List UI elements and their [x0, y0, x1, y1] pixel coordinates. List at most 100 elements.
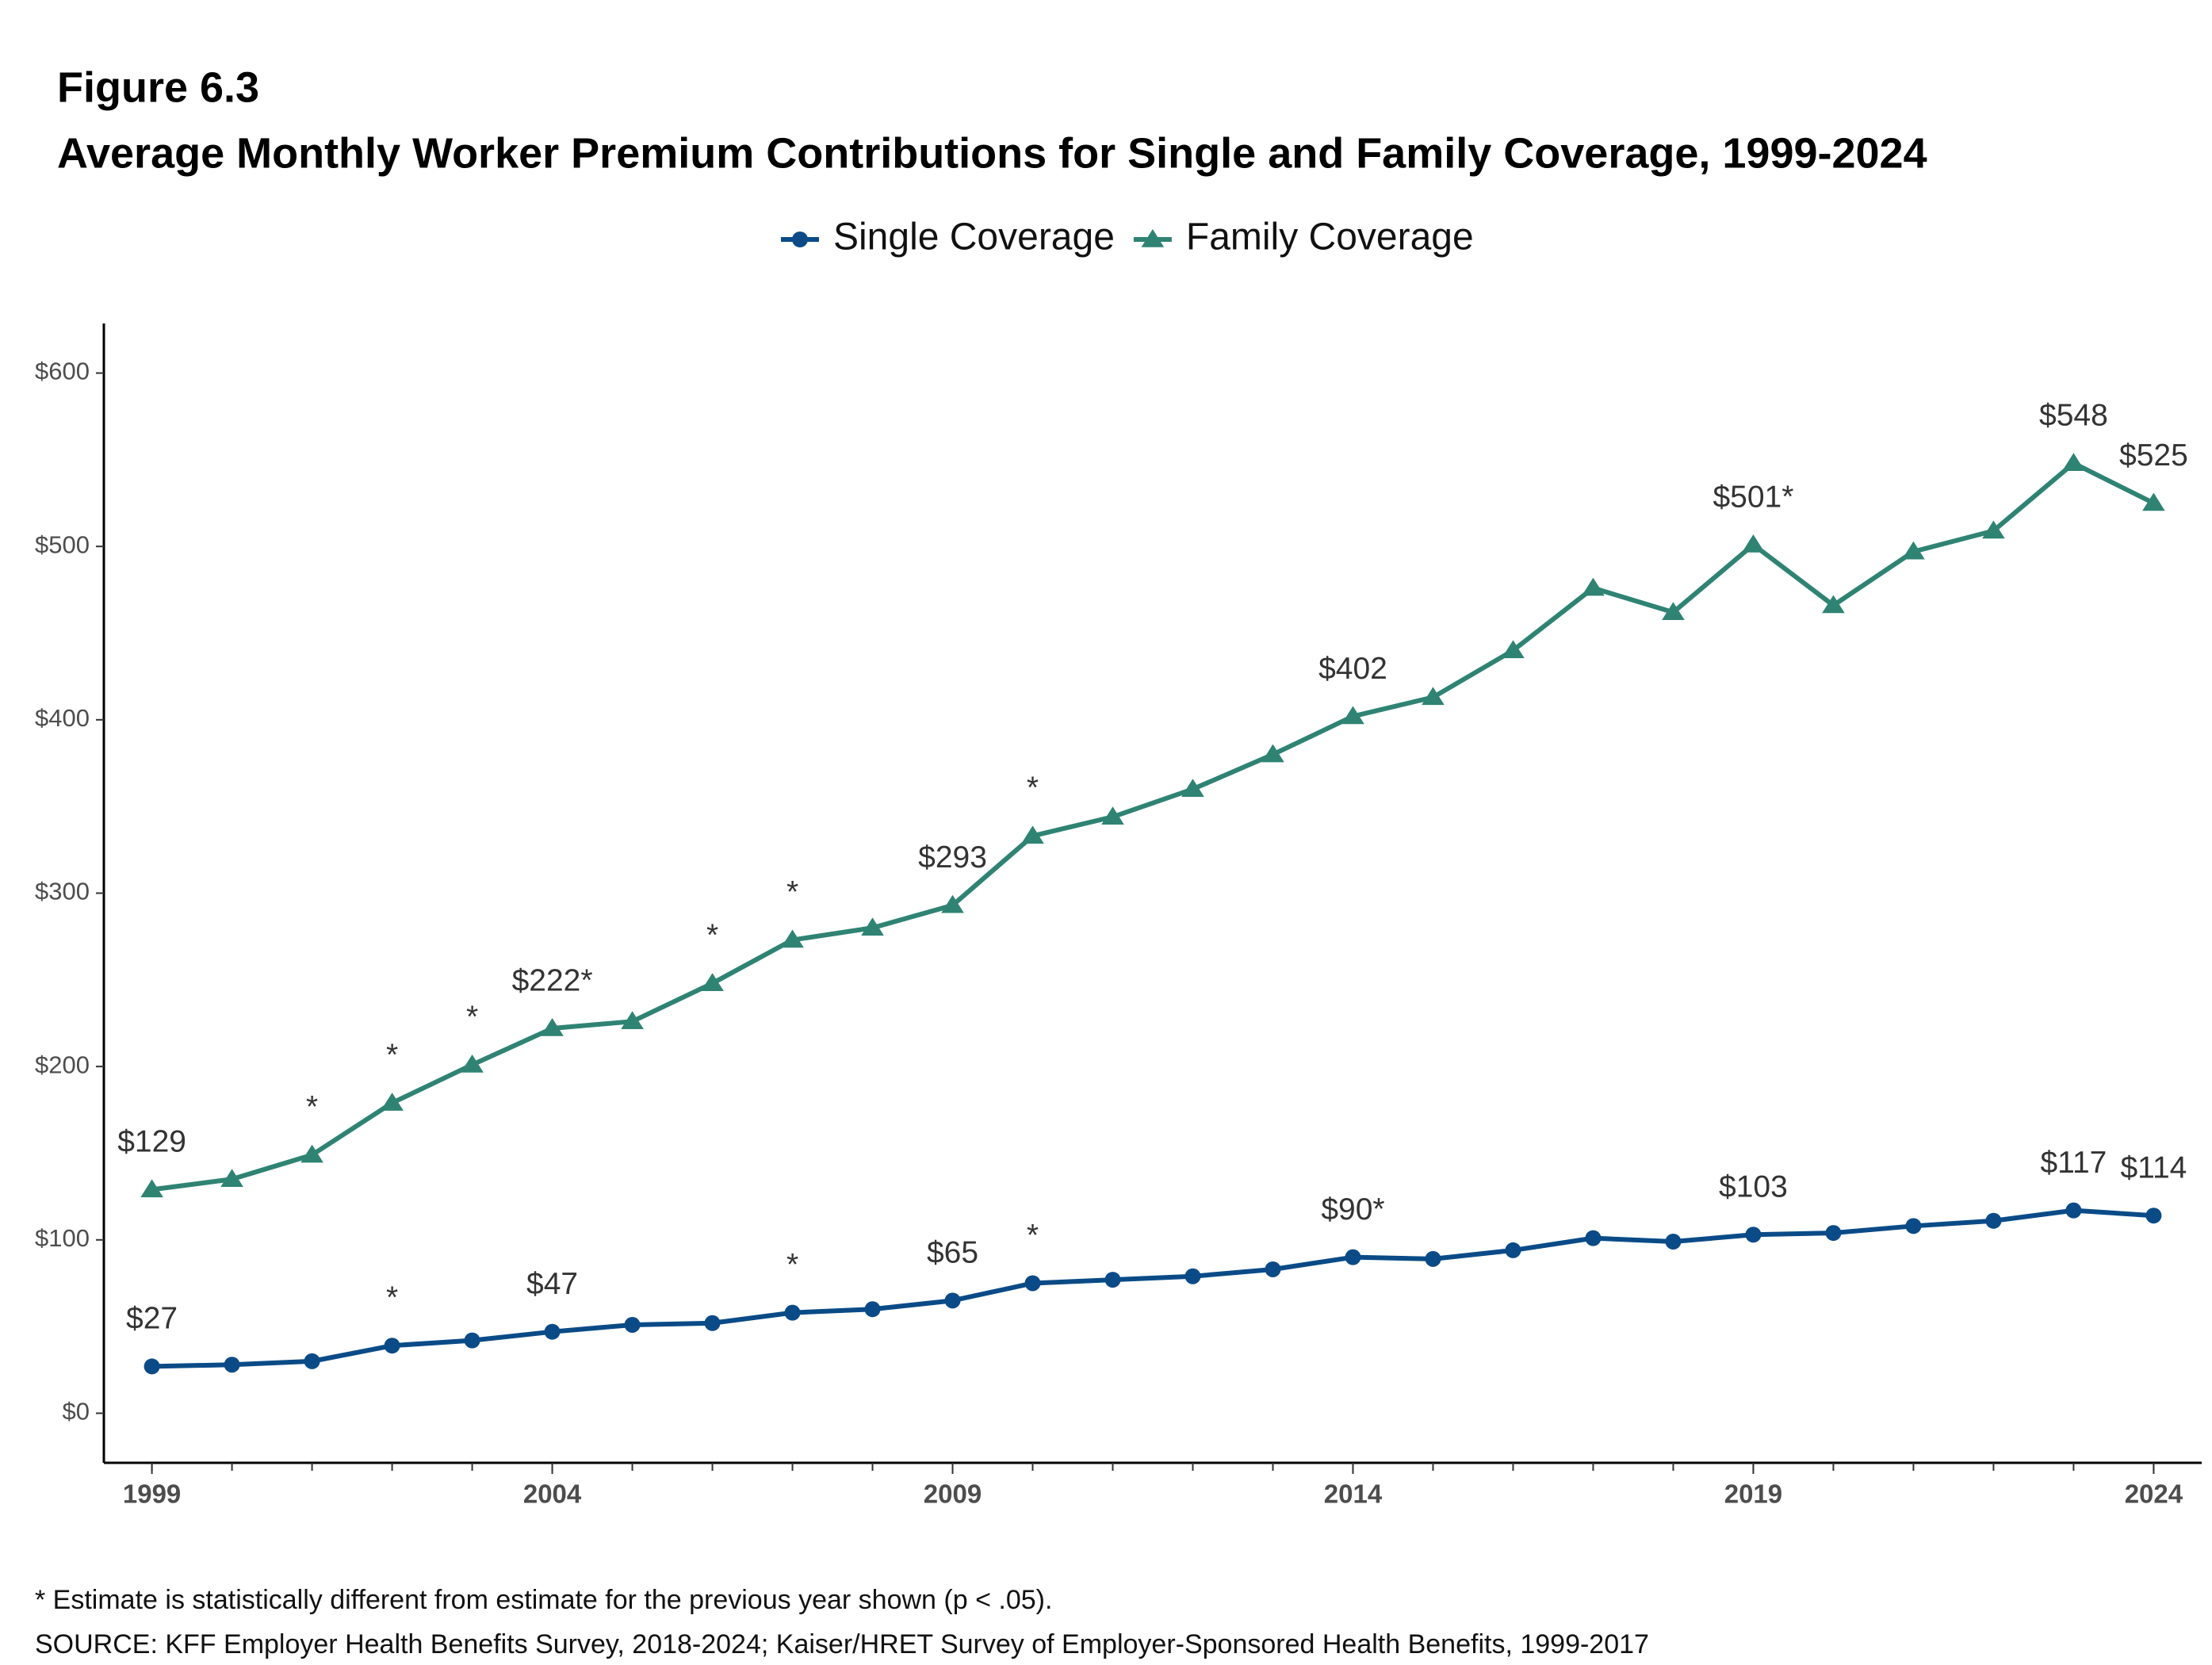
data-point [2145, 1208, 2162, 1224]
value-label: * [386, 1280, 398, 1315]
legend-marker [1141, 229, 1165, 247]
legend-label: Single Coverage [833, 216, 1115, 258]
x-tick-label: 2019 [1724, 1479, 1782, 1509]
data-point [2142, 492, 2165, 511]
x-tick-label: 1999 [123, 1479, 181, 1509]
data-point [1745, 1227, 1762, 1243]
data-point [1261, 744, 1284, 763]
data-point [1422, 687, 1445, 706]
data-point [461, 1054, 484, 1073]
data-point [544, 1323, 561, 1340]
y-tick-label: $100 [35, 1224, 90, 1252]
data-point [1742, 534, 1765, 553]
data-point [541, 1018, 564, 1036]
series-line [151, 461, 2155, 1192]
data-point [1825, 1225, 1842, 1242]
data-point [1582, 577, 1605, 596]
value-label: $114 [2120, 1150, 2187, 1185]
data-point [1345, 1249, 1361, 1265]
data-point [1104, 1272, 1121, 1288]
value-label: * [306, 1090, 318, 1124]
data-point [1024, 1275, 1041, 1292]
data-point [1341, 706, 1364, 725]
value-label: $65 [927, 1236, 978, 1270]
data-point [941, 894, 964, 913]
data-point [1905, 1218, 1922, 1234]
data-point [864, 1301, 881, 1318]
value-label: * [1027, 1219, 1039, 1253]
data-point [701, 973, 724, 991]
y-tick-label: $600 [35, 358, 90, 385]
data-point [464, 1332, 480, 1349]
data-point [1822, 595, 1845, 614]
value-label: $293 [918, 840, 987, 875]
x-tick-label: 2024 [2125, 1479, 2183, 1509]
data-point [944, 1292, 961, 1309]
legend-marker [792, 232, 808, 247]
data-point [861, 917, 884, 936]
y-tick-label: $400 [35, 704, 90, 732]
value-label: * [466, 1000, 478, 1034]
chart-subtitle: Average Monthly Worker Premium Contribut… [57, 129, 1927, 177]
y-tick-label: $300 [35, 878, 90, 905]
y-tick-label: $0 [63, 1398, 90, 1426]
value-label: $129 [117, 1125, 186, 1159]
data-point [224, 1357, 240, 1373]
data-point [2062, 453, 2085, 471]
data-point [1665, 1233, 1682, 1250]
x-tick-label: 2009 [924, 1479, 982, 1509]
value-label: * [786, 1248, 798, 1282]
data-point [1505, 1242, 1521, 1258]
data-point [140, 1179, 163, 1198]
data-point [2065, 1202, 2082, 1219]
data-point [1662, 602, 1685, 621]
source-note: SOURCE: KFF Employer Health Benefits Sur… [35, 1629, 1649, 1659]
value-label: $222* [512, 963, 593, 997]
data-point [1425, 1250, 1441, 1267]
x-tick-label: 2014 [1324, 1479, 1383, 1509]
value-label: $525 [2119, 438, 2188, 473]
data-point [1982, 520, 2005, 539]
data-point [781, 929, 804, 948]
value-label: $47 [526, 1267, 578, 1301]
value-label: * [1027, 771, 1039, 806]
value-label: $90* [1321, 1192, 1384, 1227]
value-label: * [386, 1038, 398, 1072]
data-point [1101, 806, 1124, 825]
data-point [1265, 1261, 1281, 1277]
data-point [220, 1169, 243, 1188]
data-point [1585, 1230, 1602, 1246]
data-point [1902, 541, 1925, 560]
data-point [1502, 640, 1525, 659]
data-point [784, 1304, 801, 1321]
y-tick-label: $500 [35, 530, 90, 558]
chart-title: Figure 6.3 [57, 63, 259, 111]
value-label: $501* [1713, 480, 1793, 514]
data-point [624, 1316, 641, 1333]
value-label: $27 [126, 1302, 178, 1336]
y-tick-label: $200 [35, 1051, 90, 1078]
data-point [1985, 1212, 2002, 1229]
data-point [144, 1358, 160, 1375]
footnote: * Estimate is statistically different fr… [35, 1585, 1052, 1615]
legend-label: Family Coverage [1186, 216, 1474, 258]
data-point [381, 1093, 404, 1111]
data-point [304, 1353, 320, 1369]
x-tick-label: 2004 [523, 1479, 582, 1509]
data-point [1021, 825, 1044, 844]
data-point [384, 1338, 400, 1354]
data-point [704, 1315, 721, 1331]
value-label: $548 [2039, 399, 2108, 433]
data-point [1184, 1268, 1201, 1284]
data-point [1181, 779, 1204, 798]
value-label: * [706, 918, 718, 952]
value-label: $117 [2040, 1146, 2107, 1180]
value-label: $103 [1719, 1170, 1788, 1204]
data-point [300, 1144, 323, 1163]
data-point [621, 1011, 644, 1030]
value-label: $402 [1318, 652, 1387, 686]
series-line [151, 1208, 2154, 1369]
value-label: * [786, 875, 798, 909]
